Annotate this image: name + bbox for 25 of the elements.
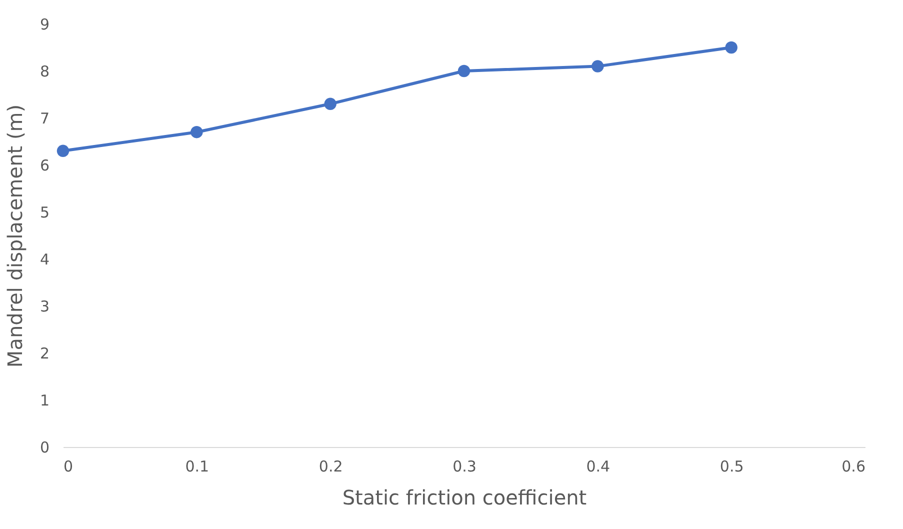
y-tick-label: 6 [40, 156, 50, 174]
x-axis-title: Static friction coefficient [342, 486, 587, 510]
y-tick-label: 8 [40, 62, 50, 80]
point [190, 126, 203, 138]
x-tick-label: 0.1 [185, 458, 210, 476]
x-tick-label: 0.2 [318, 458, 343, 476]
y-tick-label: 7 [40, 110, 50, 128]
y-tick-label: 2 [40, 344, 50, 362]
x-tick-label: 0.3 [452, 458, 476, 476]
x-tick-label: 0 [64, 458, 74, 476]
x-tick-label: 0.6 [842, 458, 866, 476]
point [56, 144, 70, 158]
y-tick-label: 5 [40, 204, 50, 222]
point [592, 60, 604, 72]
y-tick-label: 3 [40, 298, 50, 316]
point [458, 64, 470, 78]
point [725, 41, 738, 54]
y-axis-title: Mandrel displacement (m) [2, 104, 27, 368]
point [324, 98, 336, 110]
y-tick-label: 9 [40, 16, 50, 34]
y-tick-label: 4 [40, 250, 50, 268]
x-tick-label: 0.4 [586, 458, 610, 476]
y-tick-label: 0 [40, 438, 50, 456]
x-tick-label: 0.5 [720, 458, 744, 476]
y-tick-label: 1 [40, 392, 50, 410]
